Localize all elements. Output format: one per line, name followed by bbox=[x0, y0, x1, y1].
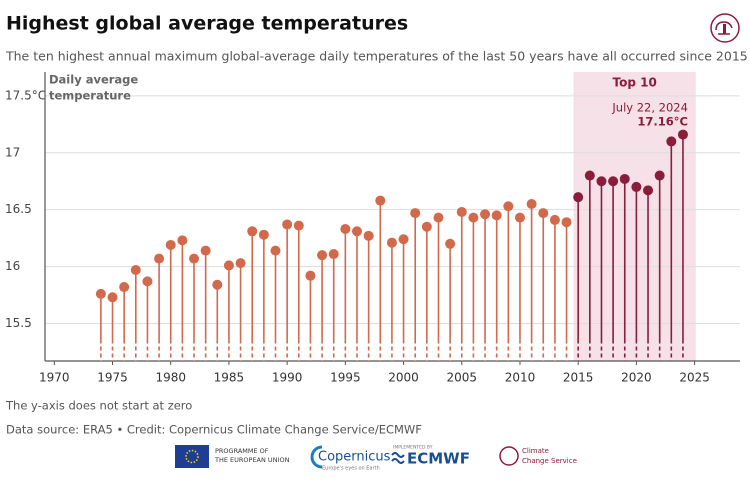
dot bbox=[526, 198, 537, 209]
x-tick-label: 2020 bbox=[621, 371, 652, 385]
annotation-date: July 22, 2024 bbox=[611, 101, 688, 115]
logo-text: IMPLEMENTED BY bbox=[393, 445, 433, 451]
y-tick-label: 15.5 bbox=[5, 316, 32, 330]
dot bbox=[142, 276, 153, 287]
dot bbox=[235, 258, 246, 269]
logo-ecmwf: IMPLEMENTED BY ECMWF bbox=[391, 445, 470, 468]
y-axis-label: Daily average bbox=[49, 73, 138, 87]
x-tick-label: 1970 bbox=[39, 371, 70, 385]
dot bbox=[573, 192, 584, 203]
dot bbox=[561, 217, 572, 228]
source-note: Data source: ERA5 • Credit: Copernicus C… bbox=[6, 423, 422, 437]
x-tick-label: 1975 bbox=[97, 371, 128, 385]
x-tick-label: 2015 bbox=[563, 371, 594, 385]
logo-text: ECMWF bbox=[407, 450, 470, 468]
y-tick-label: 16.5 bbox=[5, 202, 32, 216]
dot bbox=[375, 195, 386, 206]
dot bbox=[177, 235, 188, 246]
dot bbox=[468, 212, 479, 223]
annotation-value: 17.16°C bbox=[637, 115, 688, 129]
y-tick-label: 16 bbox=[5, 259, 20, 273]
dot bbox=[223, 260, 234, 271]
dot bbox=[549, 214, 560, 225]
dot bbox=[654, 170, 665, 181]
highlight-band bbox=[573, 72, 696, 361]
dot bbox=[619, 173, 630, 184]
dot bbox=[584, 170, 595, 181]
dot bbox=[258, 229, 269, 240]
logo-text: Copernicus bbox=[318, 450, 391, 465]
dot bbox=[340, 224, 351, 235]
dot bbox=[514, 212, 525, 223]
dot bbox=[433, 212, 444, 223]
logo-text: THE EUROPEAN UNION bbox=[214, 456, 290, 464]
dot bbox=[608, 176, 619, 187]
dot bbox=[631, 181, 642, 192]
x-tick-label: 2005 bbox=[446, 371, 477, 385]
dot bbox=[398, 234, 409, 245]
dot bbox=[363, 230, 374, 241]
dot bbox=[247, 226, 258, 237]
y-tick-label: 17.5°C bbox=[5, 88, 46, 102]
dot bbox=[154, 253, 165, 264]
y-axis-label: temperature bbox=[49, 89, 131, 103]
y-tick-label: 17 bbox=[5, 145, 20, 159]
dot bbox=[328, 249, 339, 260]
logo-copernicus: Copernicus Europe's eyes on Earth bbox=[310, 445, 391, 472]
dot bbox=[270, 245, 281, 256]
chart-title: Highest global average temperatures bbox=[6, 13, 408, 35]
dot bbox=[596, 176, 607, 187]
logo-text: Europe's eyes on Earth bbox=[322, 466, 380, 472]
dot bbox=[130, 264, 141, 275]
logo-text: Climate bbox=[522, 447, 549, 455]
dot bbox=[95, 288, 106, 299]
dot bbox=[165, 239, 176, 250]
dot bbox=[643, 185, 654, 196]
x-tick-label: 1980 bbox=[155, 371, 186, 385]
x-tick-label: 1990 bbox=[272, 371, 303, 385]
dot bbox=[293, 220, 304, 231]
dot bbox=[410, 208, 421, 219]
dot bbox=[456, 206, 467, 217]
dot bbox=[282, 219, 293, 230]
highlight-label: Top 10 bbox=[612, 76, 656, 90]
x-tick-label: 2025 bbox=[679, 371, 710, 385]
dot bbox=[317, 250, 328, 261]
dot bbox=[107, 292, 118, 303]
x-tick-label: 2000 bbox=[388, 371, 419, 385]
x-tick-label: 1985 bbox=[214, 371, 245, 385]
dot bbox=[677, 129, 688, 140]
brand-icon bbox=[710, 13, 740, 43]
dot bbox=[421, 221, 432, 232]
logo-text: PROGRAMME OF bbox=[215, 447, 269, 455]
dot bbox=[503, 201, 514, 212]
dot bbox=[480, 209, 491, 220]
dot bbox=[189, 253, 200, 264]
dot bbox=[386, 237, 397, 248]
dot bbox=[666, 136, 677, 147]
axis-note: The y-axis does not start at zero bbox=[5, 399, 192, 413]
dot bbox=[212, 279, 223, 290]
logo-c3s: Climate Change Service bbox=[499, 446, 577, 466]
dot bbox=[538, 208, 549, 219]
dot bbox=[305, 270, 316, 281]
logo-text: Change Service bbox=[522, 457, 577, 465]
dot bbox=[200, 245, 211, 256]
chart-subtitle: The ten highest annual maximum global-av… bbox=[5, 49, 748, 64]
x-tick-label: 1995 bbox=[330, 371, 361, 385]
dot bbox=[119, 282, 130, 293]
x-tick-label: 2010 bbox=[505, 371, 536, 385]
dot bbox=[445, 238, 456, 249]
dot bbox=[491, 210, 502, 221]
dot bbox=[351, 226, 362, 237]
logo-eu: PROGRAMME OF THE EUROPEAN UNION bbox=[175, 445, 290, 468]
